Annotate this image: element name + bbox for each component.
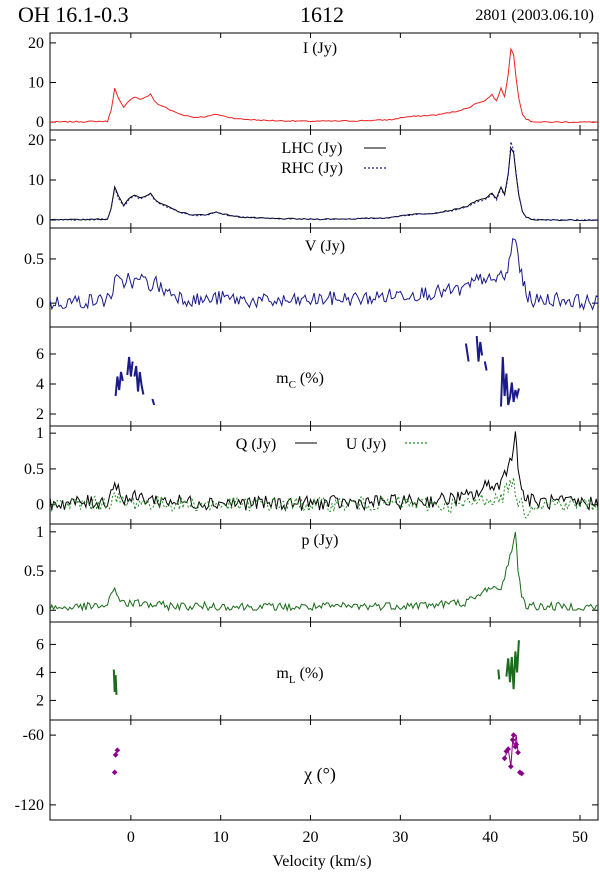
y-tick-label: 0 [36, 497, 44, 514]
series-mL-segment [505, 640, 520, 690]
y-tick-label: 0 [36, 212, 44, 229]
x-tick-label: 10 [213, 829, 229, 846]
series-Q-line [49, 431, 599, 512]
observation-title: 2801 (2003.06.10) [475, 7, 594, 24]
x-tick-label: 30 [392, 829, 408, 846]
y-tick-label: 0 [36, 602, 44, 619]
chi-point [114, 747, 121, 754]
chi-point [505, 746, 511, 752]
source-title: OH 16.1-0.3 [18, 2, 129, 27]
y-tick-label: 2 [36, 692, 44, 709]
y-tick-label: 0.5 [24, 563, 44, 580]
series-mL-segment [497, 669, 501, 680]
chi-point [509, 736, 516, 743]
panel-chi-frame [49, 719, 599, 821]
legend-rhc-label: RHC (Jy) [281, 160, 343, 177]
chi-point [508, 763, 514, 770]
y-tick-label: 6 [36, 636, 44, 653]
series-I-line [49, 47, 599, 124]
y-tick-label: 1 [36, 524, 44, 541]
series-mC-segment [133, 365, 145, 395]
panel-V-label: V (Jy) [305, 238, 345, 255]
y-tick-label: 20 [28, 132, 44, 149]
frequency-title: 1612 [300, 2, 344, 27]
y-tick-label: 2 [36, 406, 44, 423]
chi-point [112, 752, 119, 758]
y-tick-label: 0.5 [24, 461, 44, 478]
chi-point [501, 755, 508, 762]
panel-mc-frame [49, 326, 599, 427]
legend-lhc-label: LHC (Jy) [282, 140, 343, 157]
y-tick-label: 0 [36, 114, 44, 131]
legend-u-label: U (Jy) [346, 436, 386, 453]
series-mC-segment [475, 335, 484, 362]
series-mC-segment [464, 343, 470, 362]
series-mC-segment [114, 371, 124, 397]
y-tick-label: 1 [36, 425, 44, 442]
x-tick-label: 50 [572, 829, 588, 846]
legend-q-label: Q (Jy) [236, 436, 276, 453]
panel-ml-frame [49, 621, 599, 721]
y-tick-label: 4 [36, 376, 44, 393]
chi-point [518, 770, 525, 777]
y-tick-label: 0 [36, 295, 44, 312]
x-axis-label: Velocity (km/s) [272, 853, 371, 870]
panel-mL-label: mL (%) [276, 665, 323, 686]
y-tick-label: -120 [15, 797, 44, 814]
x-tick-label: 0 [127, 829, 135, 846]
series-p-line [49, 531, 599, 612]
series-mL-segment [112, 669, 118, 695]
series-mC-segment [500, 356, 520, 407]
series-mC-segment [151, 398, 156, 406]
chi-point [111, 769, 118, 776]
series-U-line [49, 477, 599, 519]
series-mC-segment [126, 356, 134, 377]
y-tick-label: 10 [28, 74, 44, 91]
chi-point [513, 741, 520, 748]
y-tick-label: 4 [36, 664, 44, 681]
panel-I-label: I (Jy) [303, 40, 337, 57]
y-tick-label: 10 [28, 172, 44, 189]
series-lhc-line [49, 146, 599, 222]
y-tick-label: 6 [36, 346, 44, 363]
panel-p-label: p (Jy) [302, 532, 339, 549]
series-V-line [49, 237, 599, 311]
y-tick-label: 20 [28, 35, 44, 52]
y-tick-label: 0.5 [24, 251, 44, 268]
series-rhc-line [49, 141, 599, 222]
series-mC-segment [483, 361, 488, 371]
chi-point [515, 749, 521, 756]
x-tick-label: 40 [482, 829, 498, 846]
x-tick-label: 20 [303, 829, 319, 846]
y-tick-label: -60 [23, 727, 44, 744]
panel-mC-label: mC (%) [276, 370, 324, 391]
panel-chi-label: χ (°) [303, 764, 336, 785]
